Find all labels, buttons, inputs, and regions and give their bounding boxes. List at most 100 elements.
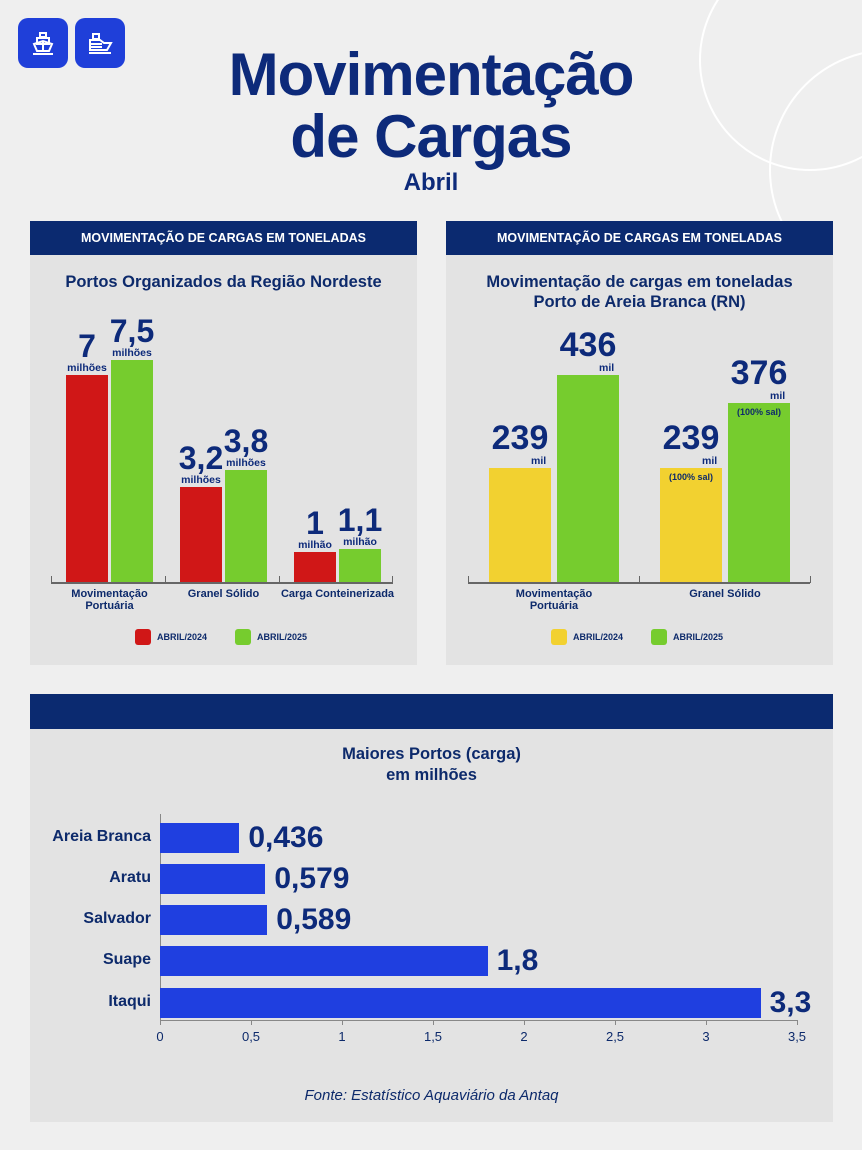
background-circles — [699, 0, 862, 230]
bar-unit-label: mil — [599, 361, 615, 374]
chart-maiores-portos: Areia Branca 0,436 Aratu 0,579 Salvador 0,589… — [30, 694, 833, 1122]
panel-nordeste: MOVIMENTAÇÃO DE CARGAS EM TONELADAS Port… — [30, 221, 417, 665]
source-note: Fonte: Estatístico Aquaviário da Antaq — [304, 1087, 559, 1104]
bar-note: (100% sal) — [668, 472, 714, 483]
bar-2024 — [66, 374, 108, 582]
panel-header-bar — [30, 694, 833, 729]
chart-nordeste: milhões 7 milhões 7,5 Movimentação Portuária… — [30, 221, 417, 665]
bar-value-label: 3,8 — [223, 422, 269, 459]
axis-tick — [392, 576, 393, 583]
legend-label: ABRIL/2024 — [573, 632, 624, 642]
legend-item: ABRIL/2024 — [135, 629, 207, 645]
bar-2024 — [294, 552, 336, 582]
legend-swatch — [551, 629, 567, 645]
category-label: Granel Sólido — [187, 588, 260, 600]
bar-unit-label: milhões — [112, 347, 152, 359]
bar-value-label: 376 — [730, 354, 788, 393]
axis-tick — [468, 576, 469, 583]
category-label: Granel Sólido — [689, 588, 761, 600]
x-tick — [797, 1020, 798, 1025]
bar-2024 — [489, 468, 551, 582]
x-axis — [160, 1020, 797, 1021]
x-tick — [251, 1020, 252, 1025]
page-title-line1: Movimentação — [228, 41, 635, 108]
x-tick — [433, 1020, 434, 1025]
bar-note: (100% sal) — [736, 407, 782, 418]
page-subtitle: Abril — [403, 169, 459, 196]
axis-tick — [639, 576, 640, 583]
axis-tick — [279, 576, 280, 583]
panel-maiores-portos: Maiores Portos (carga) em milhões Areia … — [30, 694, 833, 1122]
bar-value-label: 436 — [559, 325, 617, 364]
bar-itaqui — [160, 988, 761, 1018]
panel-header: MOVIMENTAÇÃO DE CARGAS EM TONELADAS — [30, 221, 417, 255]
legend-item: ABRIL/2025 — [651, 629, 723, 645]
bar-value-label: 239 — [662, 419, 720, 458]
bar-value-label: 3,3 — [769, 986, 812, 1019]
bar-value-label: 7 — [78, 327, 96, 364]
axis-tick — [165, 576, 166, 583]
bar-value-label: 1,8 — [496, 944, 539, 977]
bar-unit-label: milhões — [67, 361, 107, 374]
bar-value-label: 3,2 — [178, 440, 224, 477]
bar-unit-label: milhão — [298, 539, 332, 552]
bar-value-label: 0,589 — [276, 903, 352, 936]
port-label: Areia Branca — [52, 828, 151, 845]
bar-2025 — [339, 549, 381, 582]
legend-swatch — [235, 629, 251, 645]
bar-unit-label: milhões — [181, 474, 221, 487]
port-label: Itaqui — [108, 993, 151, 1010]
x-tick-label: 0 — [156, 1029, 164, 1044]
bar-value-label: 7,5 — [109, 313, 155, 349]
chart-title: Portos Organizados da Região Nordeste — [65, 273, 382, 291]
bar-2025 — [557, 374, 619, 582]
legend-label: ABRIL/2024 — [157, 632, 208, 642]
x-tick-label: 1 — [338, 1029, 346, 1044]
x-axis — [51, 582, 393, 584]
bar-unit-label: mil — [702, 455, 718, 468]
bar-value-label: 1 — [306, 505, 324, 542]
legend-item: ABRIL/2025 — [235, 629, 307, 645]
bar-unit-label: mil — [531, 455, 547, 468]
x-tick-label: 0,5 — [241, 1029, 261, 1044]
bar-value-label: 1,1 — [337, 502, 383, 539]
axis-tick — [810, 576, 811, 583]
legend-item: ABRIL/2024 — [551, 629, 623, 645]
legend-label: ABRIL/2025 — [673, 632, 724, 642]
bar-value-label: 0,579 — [274, 862, 350, 895]
x-tick — [706, 1020, 707, 1025]
axis-tick — [51, 576, 52, 583]
legend-swatch — [135, 629, 151, 645]
panel-areia-branca: MOVIMENTAÇÃO DE CARGAS EM TONELADAS Movi… — [446, 221, 833, 665]
bar-unit-label: milhões — [226, 456, 266, 469]
chart-title: Maiores Portos (carga) — [342, 745, 521, 763]
bar-suape — [160, 946, 488, 976]
x-tick-label: 1,5 — [423, 1029, 443, 1044]
x-tick-label: 2,5 — [605, 1029, 625, 1044]
x-axis — [468, 582, 810, 584]
chart-areia-branca: mil 239 mil 436 Movimentação Portuária mil 239… — [446, 221, 833, 665]
category-label: Movimentação Portuária — [71, 588, 148, 612]
bar-2024 — [180, 487, 222, 582]
bar-value-label: 0,436 — [248, 821, 324, 854]
port-label: Aratu — [109, 869, 151, 886]
bar-value-label: 239 — [491, 419, 549, 458]
x-tick — [524, 1020, 525, 1025]
port-label: Suape — [102, 951, 151, 968]
ship-front-icon[interactable] — [18, 18, 68, 68]
bar-2025 — [728, 403, 790, 582]
bar-unit-label: mil — [770, 390, 786, 403]
legend-label: ABRIL/2025 — [257, 632, 308, 642]
bar-2024 — [660, 468, 722, 582]
page-title-line2: de Cargas — [290, 103, 572, 170]
x-tick-label: 3 — [702, 1029, 710, 1044]
cargo-ship-icon[interactable] — [75, 18, 125, 68]
bar-salvador — [160, 905, 268, 935]
x-tick-label: 3,5 — [787, 1029, 807, 1044]
chart-subtitle: em milhões — [386, 766, 477, 784]
x-tick — [160, 1020, 161, 1025]
x-tick — [615, 1020, 616, 1025]
bar-areia-branca — [160, 823, 240, 853]
bar-aratu — [160, 864, 266, 894]
x-tick-label: 2 — [520, 1029, 528, 1044]
